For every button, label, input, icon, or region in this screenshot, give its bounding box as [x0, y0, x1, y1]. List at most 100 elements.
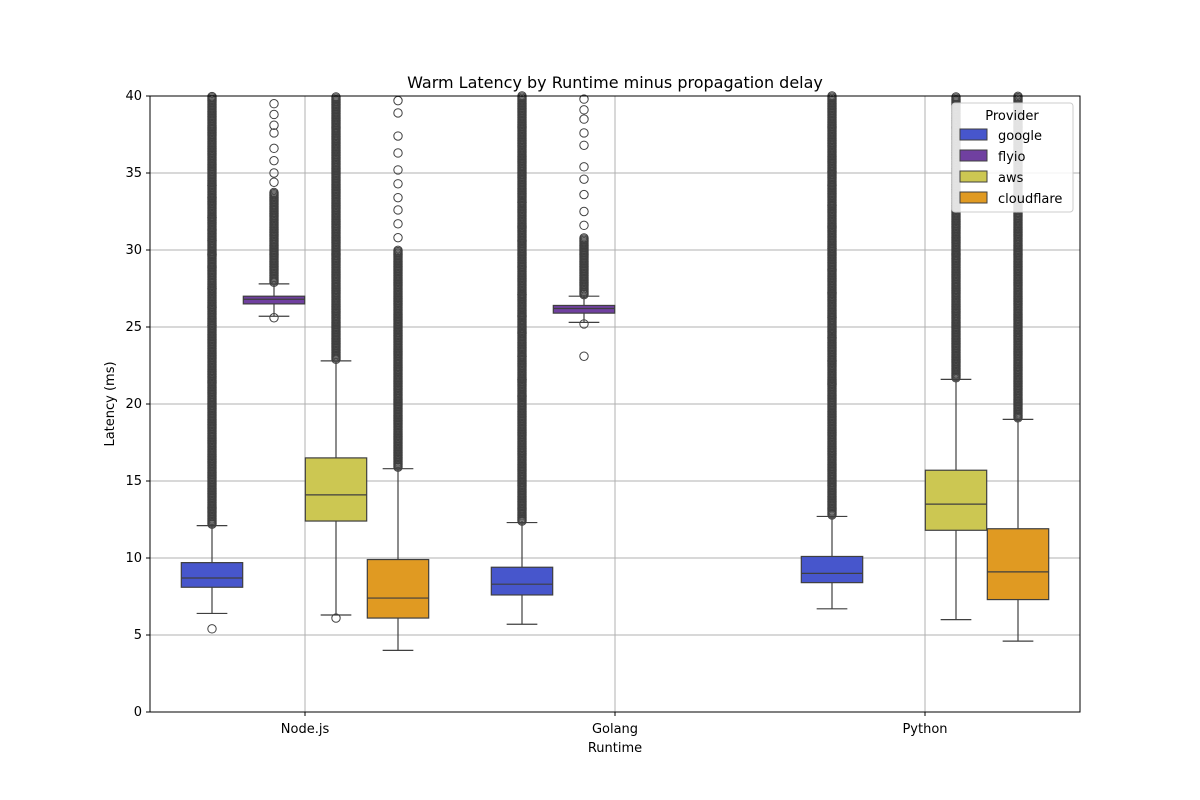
legend-swatch: [959, 170, 988, 183]
legend-label: aws: [998, 171, 1024, 186]
outlier-point: [393, 232, 403, 243]
y-tick-label: 5: [134, 628, 142, 643]
x-axis-label: Runtime: [588, 741, 642, 756]
outlier-point: [393, 108, 403, 118]
box-google-golang: [490, 91, 554, 625]
box-cloudflare-nodejs: [366, 95, 430, 652]
legend-item-cloudflare: cloudflare: [959, 191, 1062, 207]
box-iqr: [490, 566, 554, 596]
outlier-point: [269, 99, 279, 109]
outlier-point: [269, 120, 279, 130]
y-tick-label: 20: [125, 397, 142, 412]
outlier-point: [269, 143, 279, 154]
y-tick-label: 30: [125, 243, 142, 258]
outlier-point: [393, 148, 403, 158]
box-iqr: [800, 555, 864, 584]
box-iqr: [304, 457, 368, 522]
outlier-point: [579, 351, 589, 361]
outlier-point: [207, 192, 217, 203]
outlier-point: [207, 91, 217, 102]
outlier-point: [579, 114, 589, 124]
x-tick-label: Node.js: [281, 722, 330, 737]
outlier-point: [331, 613, 341, 623]
outlier-point: [269, 177, 279, 187]
outlier-point: [579, 220, 589, 231]
outlier-point: [207, 262, 217, 272]
outlier-point: [579, 140, 589, 150]
outlier-point: [579, 206, 589, 217]
outlier-point: [579, 105, 589, 115]
y-tick-label: 40: [125, 89, 142, 104]
box-aws-nodejs: [304, 92, 368, 623]
outlier-point: [269, 155, 279, 166]
axis-ticks: 0 5 10 15 20 25 30 35 40 Node.js Golang Python: [125, 89, 947, 737]
legend-item-google: google: [959, 128, 1042, 144]
outlier-point: [827, 356, 837, 366]
box-iqr: [366, 558, 430, 619]
outlier-point: [827, 222, 837, 232]
outlier-point: [207, 320, 217, 331]
y-tick-label: 35: [125, 166, 142, 181]
outlier-point: [827, 333, 837, 343]
outlier-point: [827, 379, 837, 389]
outlier-point: [393, 179, 403, 189]
box-iqr: [242, 295, 306, 305]
outlier-point: [393, 95, 403, 106]
outlier-point: [827, 166, 837, 177]
outlier-point: [579, 128, 589, 138]
grid-lines: [150, 95, 1080, 713]
outlier-point: [517, 328, 527, 338]
legend-label: cloudflare: [998, 192, 1062, 207]
outlier-point: [207, 249, 217, 260]
outlier-point: [207, 624, 217, 634]
chart-title: Warm Latency by Runtime minus propagatio…: [407, 73, 823, 92]
legend-swatch: [959, 149, 988, 162]
outlier-point: [827, 180, 837, 191]
outlier-point: [207, 180, 217, 191]
outlier-point: [579, 319, 589, 329]
x-tick-label: Golang: [592, 722, 638, 737]
outlier-point: [579, 189, 589, 200]
outlier-point: [517, 289, 527, 300]
outlier-point: [269, 168, 279, 178]
box-iqr: [180, 562, 244, 588]
outlier-point: [517, 222, 527, 232]
legend-items: google flyio aws cloudflare: [959, 128, 1062, 207]
box-flyio-nodejs: [242, 99, 306, 323]
y-tick-label: 25: [125, 320, 142, 335]
box-iqr: [924, 469, 988, 531]
outlier-point: [827, 243, 837, 254]
outlier-point: [517, 311, 527, 321]
box-flyio-golang: [552, 94, 616, 361]
outlier-point: [517, 374, 527, 385]
outlier-point: [393, 165, 403, 175]
outlier-point: [269, 187, 279, 198]
legend-swatch: [959, 128, 988, 141]
outlier-point: [827, 200, 837, 211]
outlier-point: [579, 162, 589, 172]
outlier-point: [393, 205, 403, 215]
outlier-point: [517, 236, 527, 246]
outlier-point: [393, 131, 403, 141]
legend-title: Provider: [985, 109, 1039, 124]
legend-swatch: [959, 191, 988, 204]
outlier-point: [517, 391, 527, 401]
outlier-point: [579, 233, 589, 243]
y-tick-label: 10: [125, 551, 142, 566]
box-google-python: [800, 91, 864, 610]
outlier-point: [517, 197, 527, 207]
outlier-point: [269, 313, 279, 323]
outlier-point: [207, 225, 217, 235]
outlier-point: [951, 92, 961, 102]
outlier-point: [827, 288, 837, 298]
outlier-point: [827, 265, 837, 275]
outlier-point: [207, 302, 217, 312]
outlier-point: [579, 174, 589, 184]
box-iqr: [986, 528, 1050, 601]
y-tick-label: 0: [134, 705, 142, 720]
y-tick-label: 15: [125, 474, 142, 489]
outlier-point: [207, 212, 217, 223]
box-plot-series: [180, 91, 1050, 652]
box-google-nodejs: [180, 91, 244, 634]
outlier-point: [517, 351, 527, 361]
